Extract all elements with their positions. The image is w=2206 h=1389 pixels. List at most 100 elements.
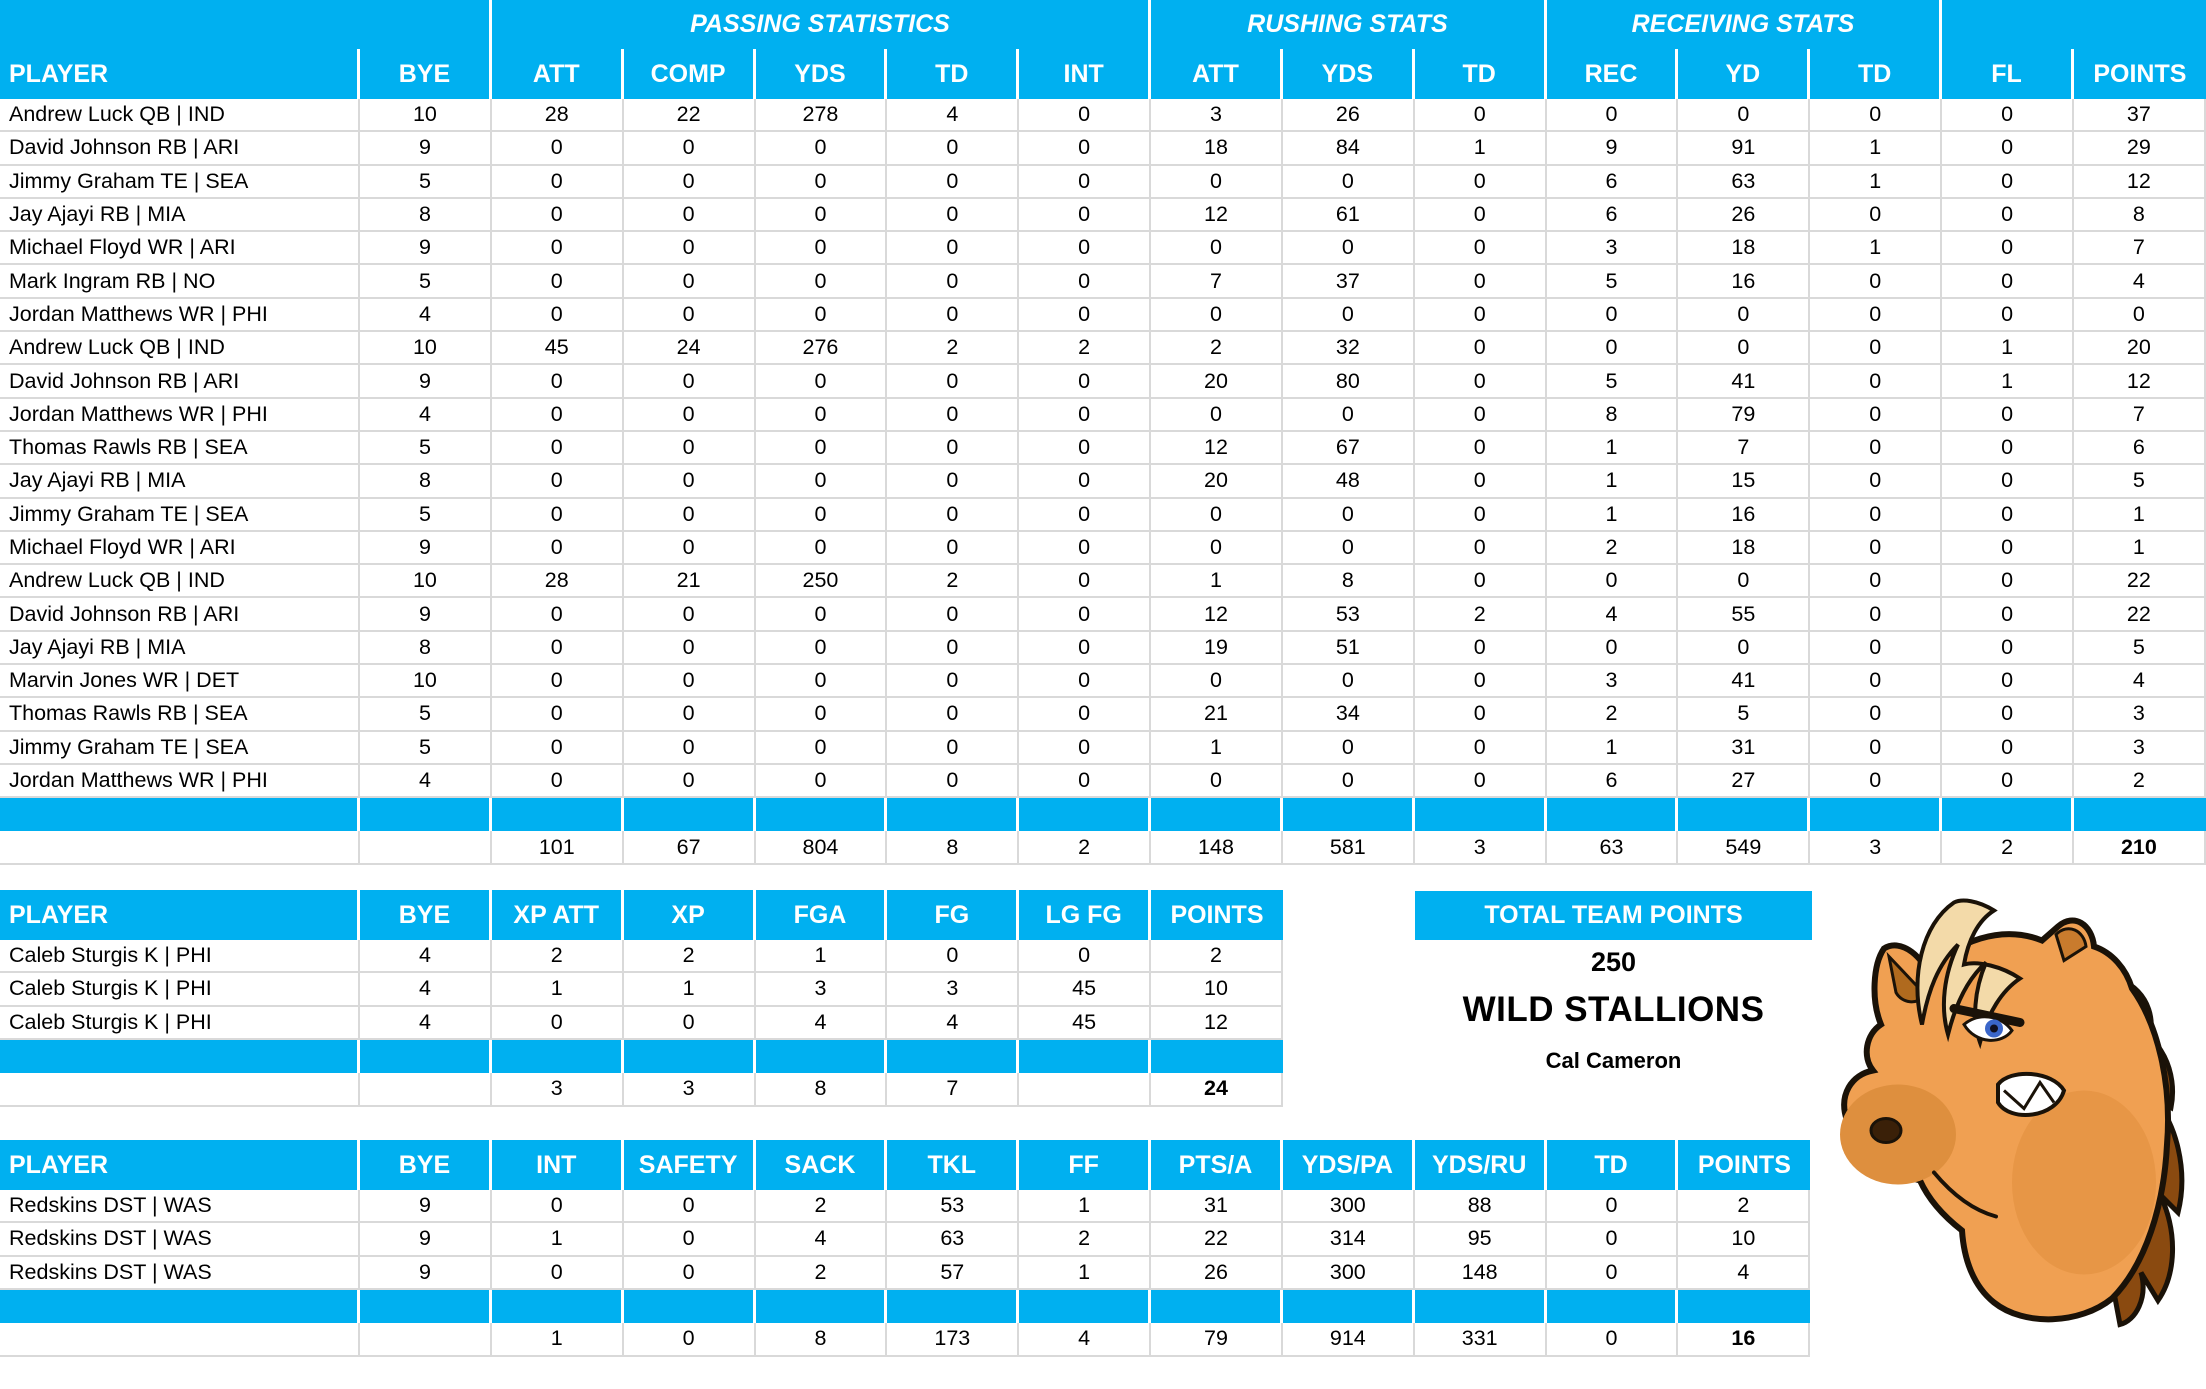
stat-cell: 2: [1019, 332, 1152, 366]
stat-cell: 0: [1414, 665, 1547, 699]
table-row: Mark Ingram RB | NO 5 0 0 0 0 0 7 37 0 5 16 0 0 4: [0, 265, 2206, 299]
column-header-points: POINTS: [2073, 49, 2206, 99]
player-cell: Thomas Rawls RB | SEA: [0, 431, 360, 466]
stat-cell: 22: [2073, 598, 2206, 632]
column-header-fg: FG: [887, 890, 1020, 940]
separator-cell: [1151, 1039, 1283, 1073]
player-cell: Redskins DST | WAS: [0, 1256, 360, 1290]
stat-cell: 0: [1810, 298, 1943, 333]
stat-cell: 1: [1810, 132, 1943, 166]
stat-cell: 0: [1942, 698, 2074, 732]
stat-cell: 0: [1942, 631, 2074, 666]
player-cell: Caleb Sturgis K | PHI: [0, 1006, 360, 1040]
stat-cell: 63: [1678, 165, 1811, 199]
stat-cell: 0: [1019, 298, 1152, 333]
stat-cell: 2: [755, 1190, 888, 1224]
separator-cell: [491, 1039, 624, 1073]
total-cell: [360, 831, 492, 866]
stat-cell: 1: [1810, 165, 1943, 199]
stat-cell: 8: [1282, 565, 1415, 599]
team-owner-name: Cal Cameron: [1545, 1048, 1682, 1073]
stat-cell: 9: [360, 1256, 492, 1290]
stat-cell: 16: [1678, 265, 1811, 299]
separator-cell: [1282, 1289, 1415, 1323]
stat-cell: 0: [1546, 631, 1679, 666]
stat-cell: 1: [1546, 731, 1679, 765]
stat-cell: 53: [1282, 598, 1415, 632]
stat-cell: 4: [2073, 665, 2206, 699]
player-cell: Andrew Luck QB | IND: [0, 332, 360, 366]
stat-cell: 0: [755, 398, 888, 432]
column-header-comp: COMP: [623, 49, 756, 99]
column-header-att: ATT: [1151, 49, 1283, 99]
column-header-yd: YD: [1678, 49, 1811, 99]
stat-cell: 0: [887, 431, 1020, 466]
stat-cell: 0: [491, 764, 624, 799]
column-header-points: POINTS: [1678, 1140, 1811, 1190]
player-cell: Redskins DST | WAS: [0, 1190, 360, 1224]
stat-cell: 88: [1414, 1190, 1547, 1224]
stat-cell: 0: [1414, 731, 1547, 765]
stat-cell: 22: [2073, 565, 2206, 599]
stat-cell: 0: [1019, 565, 1152, 599]
stat-cell: 0: [1810, 698, 1943, 732]
stat-cell: 5: [1678, 698, 1811, 732]
table-row: Michael Floyd WR | ARI 9 0 0 0 0 0 0 0 0 2 18 0 0 1: [0, 531, 2206, 566]
group-header-receiving-stats: RECEIVING STATS: [1546, 0, 1943, 49]
stat-cell: 1: [491, 1223, 624, 1257]
stat-cell: 0: [1810, 365, 1943, 399]
stat-cell: 0: [1282, 498, 1415, 532]
stat-cell: 1: [2073, 498, 2206, 532]
total-cell: [360, 1322, 492, 1357]
stat-cell: 1: [1546, 431, 1679, 466]
stat-cell: 18: [1678, 232, 1811, 266]
stat-cell: 2: [623, 940, 756, 974]
stat-cell: 0: [1942, 198, 2074, 233]
stat-cell: 32: [1282, 332, 1415, 366]
total-points-cell: 16: [1678, 1322, 1811, 1357]
stat-cell: 0: [491, 398, 624, 432]
stat-cell: 0: [623, 465, 756, 499]
separator-cell: [2073, 798, 2206, 832]
separator-cell: [1151, 1289, 1283, 1323]
table-row: Jimmy Graham TE | SEA 5 0 0 0 0 0 0 0 0 1 16 0 0 1: [0, 498, 2206, 532]
stat-cell: 300: [1282, 1256, 1415, 1290]
player-cell: Jordan Matthews WR | PHI: [0, 764, 360, 799]
stat-cell: 0: [491, 731, 624, 765]
stat-cell: 1: [1414, 132, 1547, 166]
stat-cell: 6: [1546, 165, 1679, 199]
table-row: David Johnson RB | ARI 9 0 0 0 0 0 12 53 2 4 55 0 0 22: [0, 598, 2206, 632]
stat-cell: 4: [887, 99, 1020, 133]
stat-cell: 0: [1151, 498, 1283, 532]
player-cell: Andrew Luck QB | IND: [0, 99, 360, 133]
stat-cell: 0: [491, 1256, 624, 1290]
stat-cell: 0: [623, 698, 756, 732]
stat-cell: 61: [1282, 198, 1415, 233]
stat-cell: 20: [1151, 365, 1283, 399]
stat-cell: 4: [1546, 598, 1679, 632]
stat-cell: 0: [623, 1256, 756, 1290]
stat-cell: 0: [755, 764, 888, 799]
stat-cell: 0: [755, 531, 888, 566]
stat-cell: 5: [360, 498, 492, 532]
stat-cell: 1: [1151, 731, 1283, 765]
separator-cell: [1546, 798, 1679, 832]
stat-cell: 0: [1282, 232, 1415, 266]
table-row: Jordan Matthews WR | PHI 4 0 0 0 0 0 0 0 0 8 79 0 0 7: [0, 398, 2206, 432]
stat-cell: 0: [1151, 298, 1283, 333]
stat-cell: 37: [1282, 265, 1415, 299]
stat-cell: 0: [1151, 165, 1283, 199]
stat-cell: 0: [1282, 731, 1415, 765]
stat-cell: 0: [1414, 698, 1547, 732]
stat-cell: 0: [1414, 531, 1547, 566]
player-cell: Caleb Sturgis K | PHI: [0, 940, 360, 974]
player-cell: Michael Floyd WR | ARI: [0, 531, 360, 566]
stat-cell: 2: [887, 332, 1020, 366]
stat-cell: 0: [1942, 764, 2074, 799]
stat-cell: 0: [1810, 265, 1943, 299]
group-header-blank: [0, 0, 492, 49]
stat-cell: 0: [887, 298, 1020, 333]
stat-cell: 10: [1678, 1223, 1811, 1257]
stat-cell: 34: [1282, 698, 1415, 732]
stat-cell: 0: [1810, 731, 1943, 765]
